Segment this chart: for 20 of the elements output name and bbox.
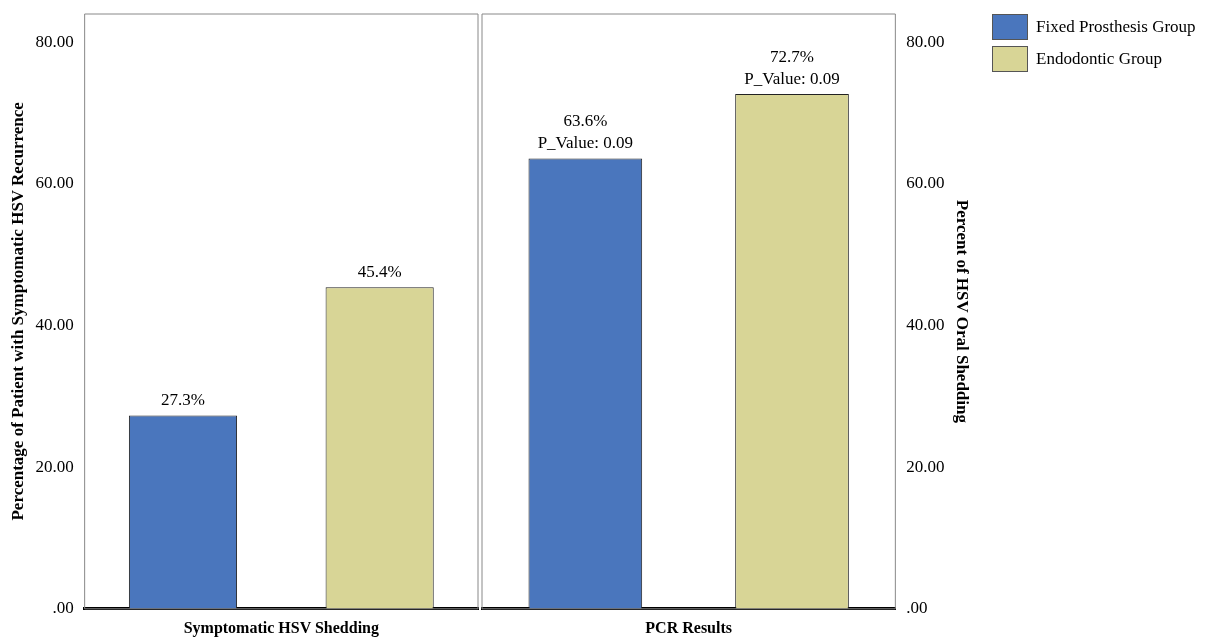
- y-tick-label: 80.00: [906, 31, 945, 51]
- x-tick-label: Symptomatic HSV Shedding: [183, 618, 379, 637]
- data-label: 27.3%: [161, 390, 205, 410]
- y-axis-title: Percent of HSV Oral Shedding: [953, 199, 973, 424]
- legend-label: Endodontic Group: [1036, 49, 1163, 69]
- data-label: 72.7% P_Value: 0.09: [744, 46, 840, 88]
- y-axis-title: Percentage of Patient with Symptomatic HSV Recurrence: [7, 101, 27, 521]
- x-tick-label: PCR Results: [645, 618, 733, 636]
- y-tick-label: 20.00: [906, 456, 945, 476]
- y-tick-label: 60.00: [906, 173, 945, 193]
- legend-label: Fixed Prosthesis Group: [1036, 17, 1196, 37]
- y-tick-label: 60.00: [35, 173, 74, 193]
- data-label: 45.4%: [357, 262, 402, 282]
- y-tick-label: 40.00: [35, 315, 74, 335]
- y-tick-label: .00: [52, 598, 74, 618]
- y-tick-label: 20.00: [35, 456, 74, 476]
- data-label: 63.6% P_Value: 0.09: [537, 111, 634, 153]
- y-tick-label: 80.00: [35, 31, 74, 51]
- y-tick-label: .00: [906, 598, 928, 618]
- y-tick-label: 40.00: [906, 315, 945, 335]
